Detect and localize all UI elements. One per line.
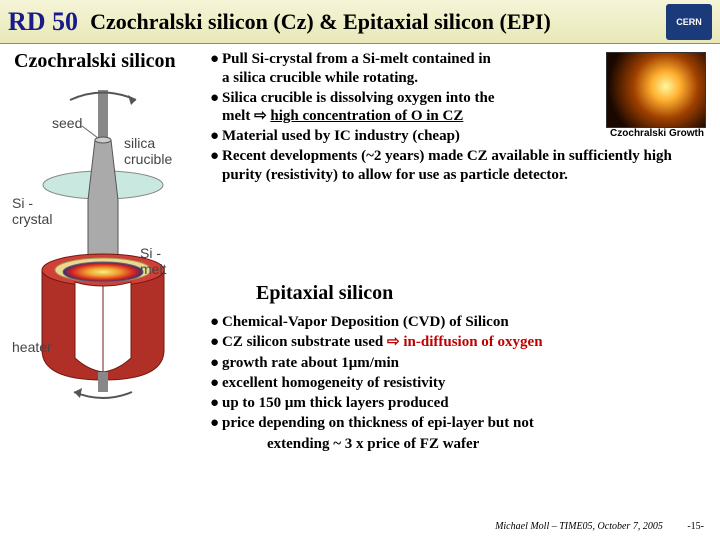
czochralski-diagram: seed silica crucible Si - crystal (10, 90, 200, 405)
svg-text:crystal: crystal (12, 211, 52, 227)
growth-photo: Czochralski Growth (606, 52, 708, 141)
page-number: -15- (687, 521, 704, 532)
slide-footer: Michael Moll – TIME05, October 7, 2005 -… (495, 521, 704, 532)
label-heater: heater (12, 339, 52, 355)
crystal-glow-image (606, 52, 706, 128)
section2-bullets: ●Chemical-Vapor Deposition (CVD) of Sili… (210, 312, 710, 454)
label-silica: silica (124, 135, 155, 151)
slide-header: RD 50 Czochralski silicon (Cz) & Epitaxi… (0, 0, 720, 44)
section2-heading: Epitaxial silicon (256, 282, 393, 305)
svg-text:melt: melt (140, 261, 167, 277)
photo-caption: Czochralski Growth (606, 128, 708, 141)
label-sicrystal: Si - (12, 195, 33, 211)
cern-logo: CERN (666, 4, 712, 40)
slide-title: Czochralski silicon (Cz) & Epitaxial sil… (90, 9, 666, 35)
slide-body: Czochralski silicon seed silica crucible… (0, 44, 720, 60)
section1-heading: Czochralski silicon (14, 50, 176, 73)
label-seed: seed (52, 115, 82, 131)
footer-text: Michael Moll – TIME05, October 7, 2005 (495, 521, 663, 532)
svg-text:crucible: crucible (124, 151, 172, 167)
label-simelt: Si - (140, 245, 161, 261)
rd50-badge: RD 50 (8, 7, 78, 37)
section1-bullets: ●Pull Si-crystal from a Si-melt containe… (210, 50, 710, 185)
